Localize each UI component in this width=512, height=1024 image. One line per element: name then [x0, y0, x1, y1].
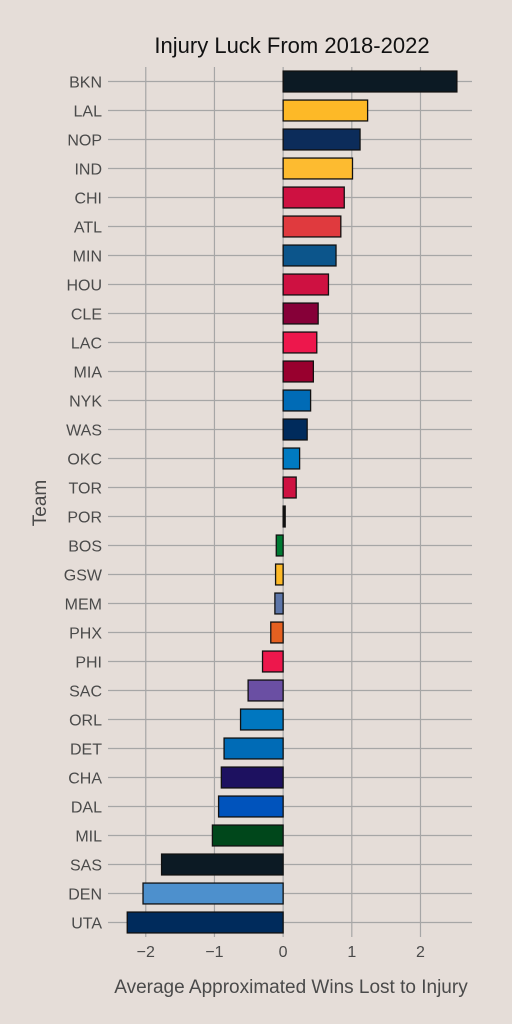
- y-tick-label: NOP: [67, 133, 102, 150]
- bar-dal: [217, 795, 284, 818]
- x-tick-label: −2: [137, 944, 155, 961]
- bar-okc: [282, 447, 301, 470]
- y-tick-label: POR: [67, 510, 102, 527]
- x-tick-label: 2: [416, 944, 425, 961]
- bar-chi: [282, 186, 345, 209]
- y-tick-label: MIL: [75, 829, 102, 846]
- y-tick-label: PHI: [75, 655, 102, 672]
- y-tick-label: CHI: [74, 191, 102, 208]
- y-tick-label: BKN: [69, 75, 102, 92]
- y-tick-label: OKC: [67, 452, 102, 469]
- y-tick-label: BOS: [68, 539, 102, 556]
- bar-orl: [239, 708, 284, 731]
- y-tick-label: HOU: [66, 278, 102, 295]
- y-tick-label: LAC: [71, 336, 102, 353]
- bar-cle: [282, 302, 319, 325]
- y-tick-label: PHX: [69, 626, 102, 643]
- bar-det: [223, 737, 284, 760]
- y-tick-label: MIA: [74, 365, 103, 382]
- x-tick-label: −1: [205, 944, 223, 961]
- y-tick-label: ATL: [74, 220, 102, 237]
- bar-was: [282, 418, 308, 441]
- bar-nyk: [282, 389, 312, 412]
- y-tick-labels: BKN LAL NOP IND CHI ATL MIN HOU CLE LAC MIA NYK WAS O…: [64, 75, 103, 933]
- bar-lal: [282, 99, 369, 122]
- y-tick-label: NYK: [69, 394, 102, 411]
- y-tick-label: UTA: [71, 916, 102, 933]
- y-axis-label: Team: [30, 480, 51, 526]
- bar-ind: [282, 157, 354, 180]
- bar-den: [142, 882, 284, 905]
- bars: [126, 70, 458, 934]
- y-tick-label: IND: [74, 162, 102, 179]
- y-tick-label: DET: [70, 742, 102, 759]
- bar-gsw: [274, 563, 284, 586]
- y-tick-label: CLE: [71, 307, 102, 324]
- bar-phx: [270, 621, 284, 644]
- x-tick-label: 0: [279, 944, 288, 961]
- bar-uta: [126, 911, 284, 934]
- bar-min: [282, 244, 337, 267]
- y-tick-label: DEN: [68, 887, 102, 904]
- bar-atl: [282, 215, 342, 238]
- x-tick-label: 1: [347, 944, 356, 961]
- bar-mem: [274, 592, 284, 615]
- y-tick-label: ORL: [69, 713, 102, 730]
- x-tick-labels: −2 −1 0 1 2: [137, 944, 425, 961]
- bar-mil: [211, 824, 284, 847]
- y-tick-label: WAS: [66, 423, 102, 440]
- bar-sas: [160, 853, 284, 876]
- y-tick-label: CHA: [68, 771, 102, 788]
- bar-cha: [220, 766, 284, 789]
- bar-phi: [261, 650, 284, 673]
- bar-bos: [275, 534, 284, 557]
- bar-sac: [247, 679, 284, 702]
- y-tick-label: GSW: [64, 568, 103, 585]
- y-tick-label: TOR: [69, 481, 102, 498]
- bar-nop: [282, 128, 361, 151]
- y-tick-label: SAC: [69, 684, 102, 701]
- y-tick-label: MIN: [73, 249, 102, 266]
- y-tick-label: DAL: [71, 800, 102, 817]
- y-tick-label: SAS: [70, 858, 102, 875]
- bar-lac: [282, 331, 318, 354]
- bar-tor: [282, 476, 297, 499]
- bar-bkn: [282, 70, 458, 93]
- bar-por: [282, 505, 286, 528]
- bar-mia: [282, 360, 315, 383]
- y-tick-label: MEM: [65, 597, 102, 614]
- x-axis-label: Average Approximated Wins Lost to Injury: [114, 977, 468, 998]
- y-tick-label: LAL: [74, 104, 103, 121]
- chart-title: Injury Luck From 2018-2022: [154, 33, 429, 58]
- bar-hou: [282, 273, 330, 296]
